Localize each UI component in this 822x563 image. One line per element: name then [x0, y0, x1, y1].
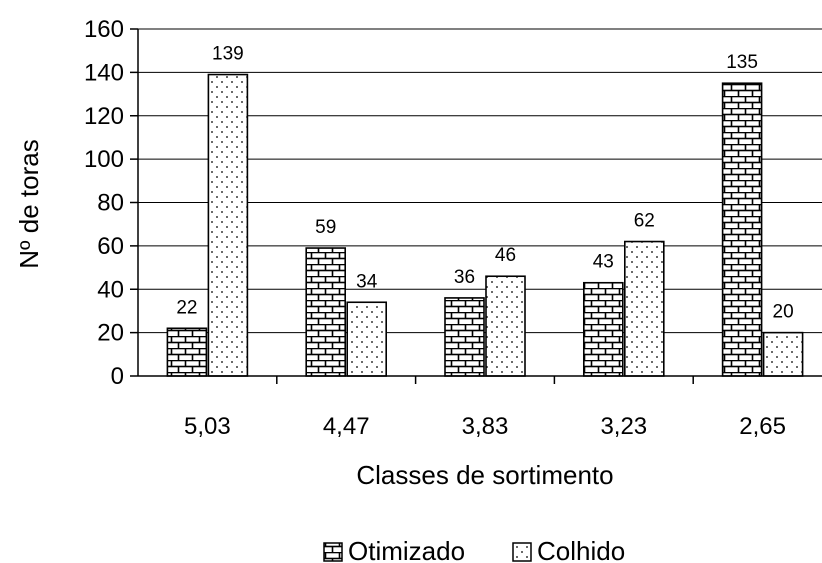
- bar-otimizado: [305, 247, 347, 377]
- y-tick-label: 40: [97, 276, 124, 303]
- bar-otimizado: [721, 82, 763, 377]
- bar-otimizado: [166, 327, 208, 377]
- legend-swatch-otimizado: [323, 542, 343, 562]
- bar-otimizado: [444, 297, 485, 377]
- y-tick-label: 120: [84, 103, 124, 130]
- data-labels: 22 139 59 34 36 46 43 62 135 20: [176, 44, 793, 323]
- axes: 0 20 40 60 80 100 120 140 160 5,03 4,47 3,83 3,23 2,6…: [84, 16, 822, 440]
- bar-colhido: [762, 331, 804, 377]
- x-tick-label: 4,47: [323, 413, 370, 440]
- y-tick-label: 0: [111, 363, 124, 390]
- bars: [166, 73, 804, 377]
- legend-swatch-colhido: [512, 542, 532, 562]
- legend-label-otimizado: Otimizado: [348, 536, 465, 563]
- data-label: 20: [773, 302, 794, 323]
- data-label: 22: [176, 297, 197, 318]
- data-label: 139: [212, 44, 244, 65]
- bar-otimizado: [582, 281, 624, 377]
- x-tick-label: 3,83: [462, 413, 509, 440]
- legend-label-colhido: Colhido: [537, 536, 625, 563]
- bar-colhido: [207, 73, 249, 377]
- y-tick-label: 80: [97, 190, 124, 217]
- data-label: 34: [356, 271, 378, 292]
- bar-colhido: [623, 240, 665, 377]
- bar-colhido: [485, 275, 526, 377]
- y-axis-title: Nº de toras: [14, 139, 44, 268]
- x-tick-label: 5,03: [184, 413, 231, 440]
- y-tick-label: 20: [97, 320, 124, 347]
- x-tick-label: 2,65: [739, 413, 786, 440]
- y-tick-label: 60: [97, 233, 124, 260]
- y-tick-label: 100: [84, 146, 124, 173]
- data-label: 46: [495, 245, 516, 266]
- data-label: 59: [315, 217, 336, 238]
- legend-item-otimizado: Otimizado: [323, 536, 465, 563]
- x-tick-label: 3,23: [600, 413, 647, 440]
- data-label: 36: [454, 267, 475, 288]
- legend-item-colhido: Colhido: [512, 536, 625, 563]
- gridlines: [138, 28, 822, 334]
- x-axis-title: Classes de sortimento: [356, 460, 613, 490]
- y-tick-label: 140: [84, 59, 124, 86]
- data-label: 62: [634, 211, 655, 232]
- data-label: 43: [593, 252, 614, 273]
- data-label: 135: [726, 52, 758, 73]
- legend: Otimizado Colhido: [323, 536, 625, 563]
- bar-colhido: [346, 301, 388, 377]
- y-tick-label: 160: [84, 16, 124, 43]
